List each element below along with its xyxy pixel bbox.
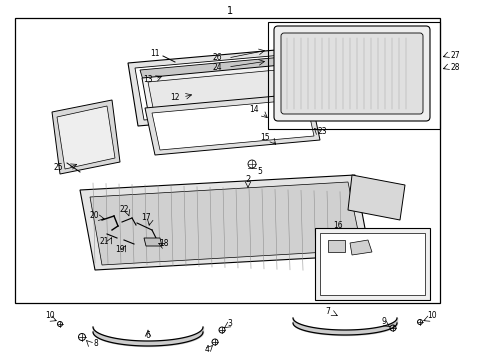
FancyBboxPatch shape [281, 33, 423, 114]
Polygon shape [90, 182, 362, 265]
Text: 10: 10 [45, 311, 55, 320]
Text: 3: 3 [227, 319, 232, 328]
Text: 26: 26 [212, 54, 222, 63]
Text: 5: 5 [258, 167, 263, 176]
Polygon shape [80, 175, 370, 270]
Polygon shape [348, 175, 405, 220]
Text: 28: 28 [450, 63, 460, 72]
Text: 6: 6 [146, 332, 150, 341]
Text: 20: 20 [89, 211, 99, 220]
Polygon shape [144, 238, 162, 246]
Text: 14: 14 [249, 105, 259, 114]
Polygon shape [135, 53, 314, 120]
Polygon shape [128, 47, 320, 126]
Polygon shape [328, 240, 345, 252]
Polygon shape [57, 106, 115, 169]
Text: 9: 9 [382, 318, 387, 327]
Bar [15, 18, 440, 303]
Text: 21: 21 [99, 238, 109, 247]
Polygon shape [52, 100, 120, 174]
Text: 1: 1 [227, 6, 233, 16]
Text: 4: 4 [204, 346, 209, 355]
Bar [268, 22, 440, 129]
Text: 17: 17 [141, 213, 151, 222]
Text: 18: 18 [159, 239, 169, 248]
Text: 16: 16 [333, 220, 343, 230]
Text: 7: 7 [325, 307, 330, 316]
Polygon shape [145, 93, 320, 155]
Bar [315, 228, 430, 300]
Text: 11: 11 [150, 49, 160, 58]
Text: 27: 27 [450, 50, 460, 59]
Text: 13: 13 [143, 75, 153, 84]
Text: 10: 10 [427, 311, 437, 320]
Text: 19: 19 [115, 246, 125, 255]
Text: 8: 8 [94, 339, 98, 348]
Text: 23: 23 [317, 127, 327, 136]
Text: 25: 25 [53, 163, 63, 172]
Text: 15: 15 [260, 132, 270, 141]
Text: 24: 24 [212, 63, 222, 72]
Polygon shape [152, 99, 314, 150]
Polygon shape [142, 63, 312, 122]
Text: 2: 2 [245, 175, 250, 184]
Polygon shape [350, 240, 372, 255]
FancyBboxPatch shape [274, 26, 430, 121]
Bar [320, 233, 425, 295]
Text: 22: 22 [119, 206, 129, 215]
Text: 12: 12 [170, 93, 180, 102]
Polygon shape [140, 55, 308, 80]
Polygon shape [148, 68, 306, 118]
